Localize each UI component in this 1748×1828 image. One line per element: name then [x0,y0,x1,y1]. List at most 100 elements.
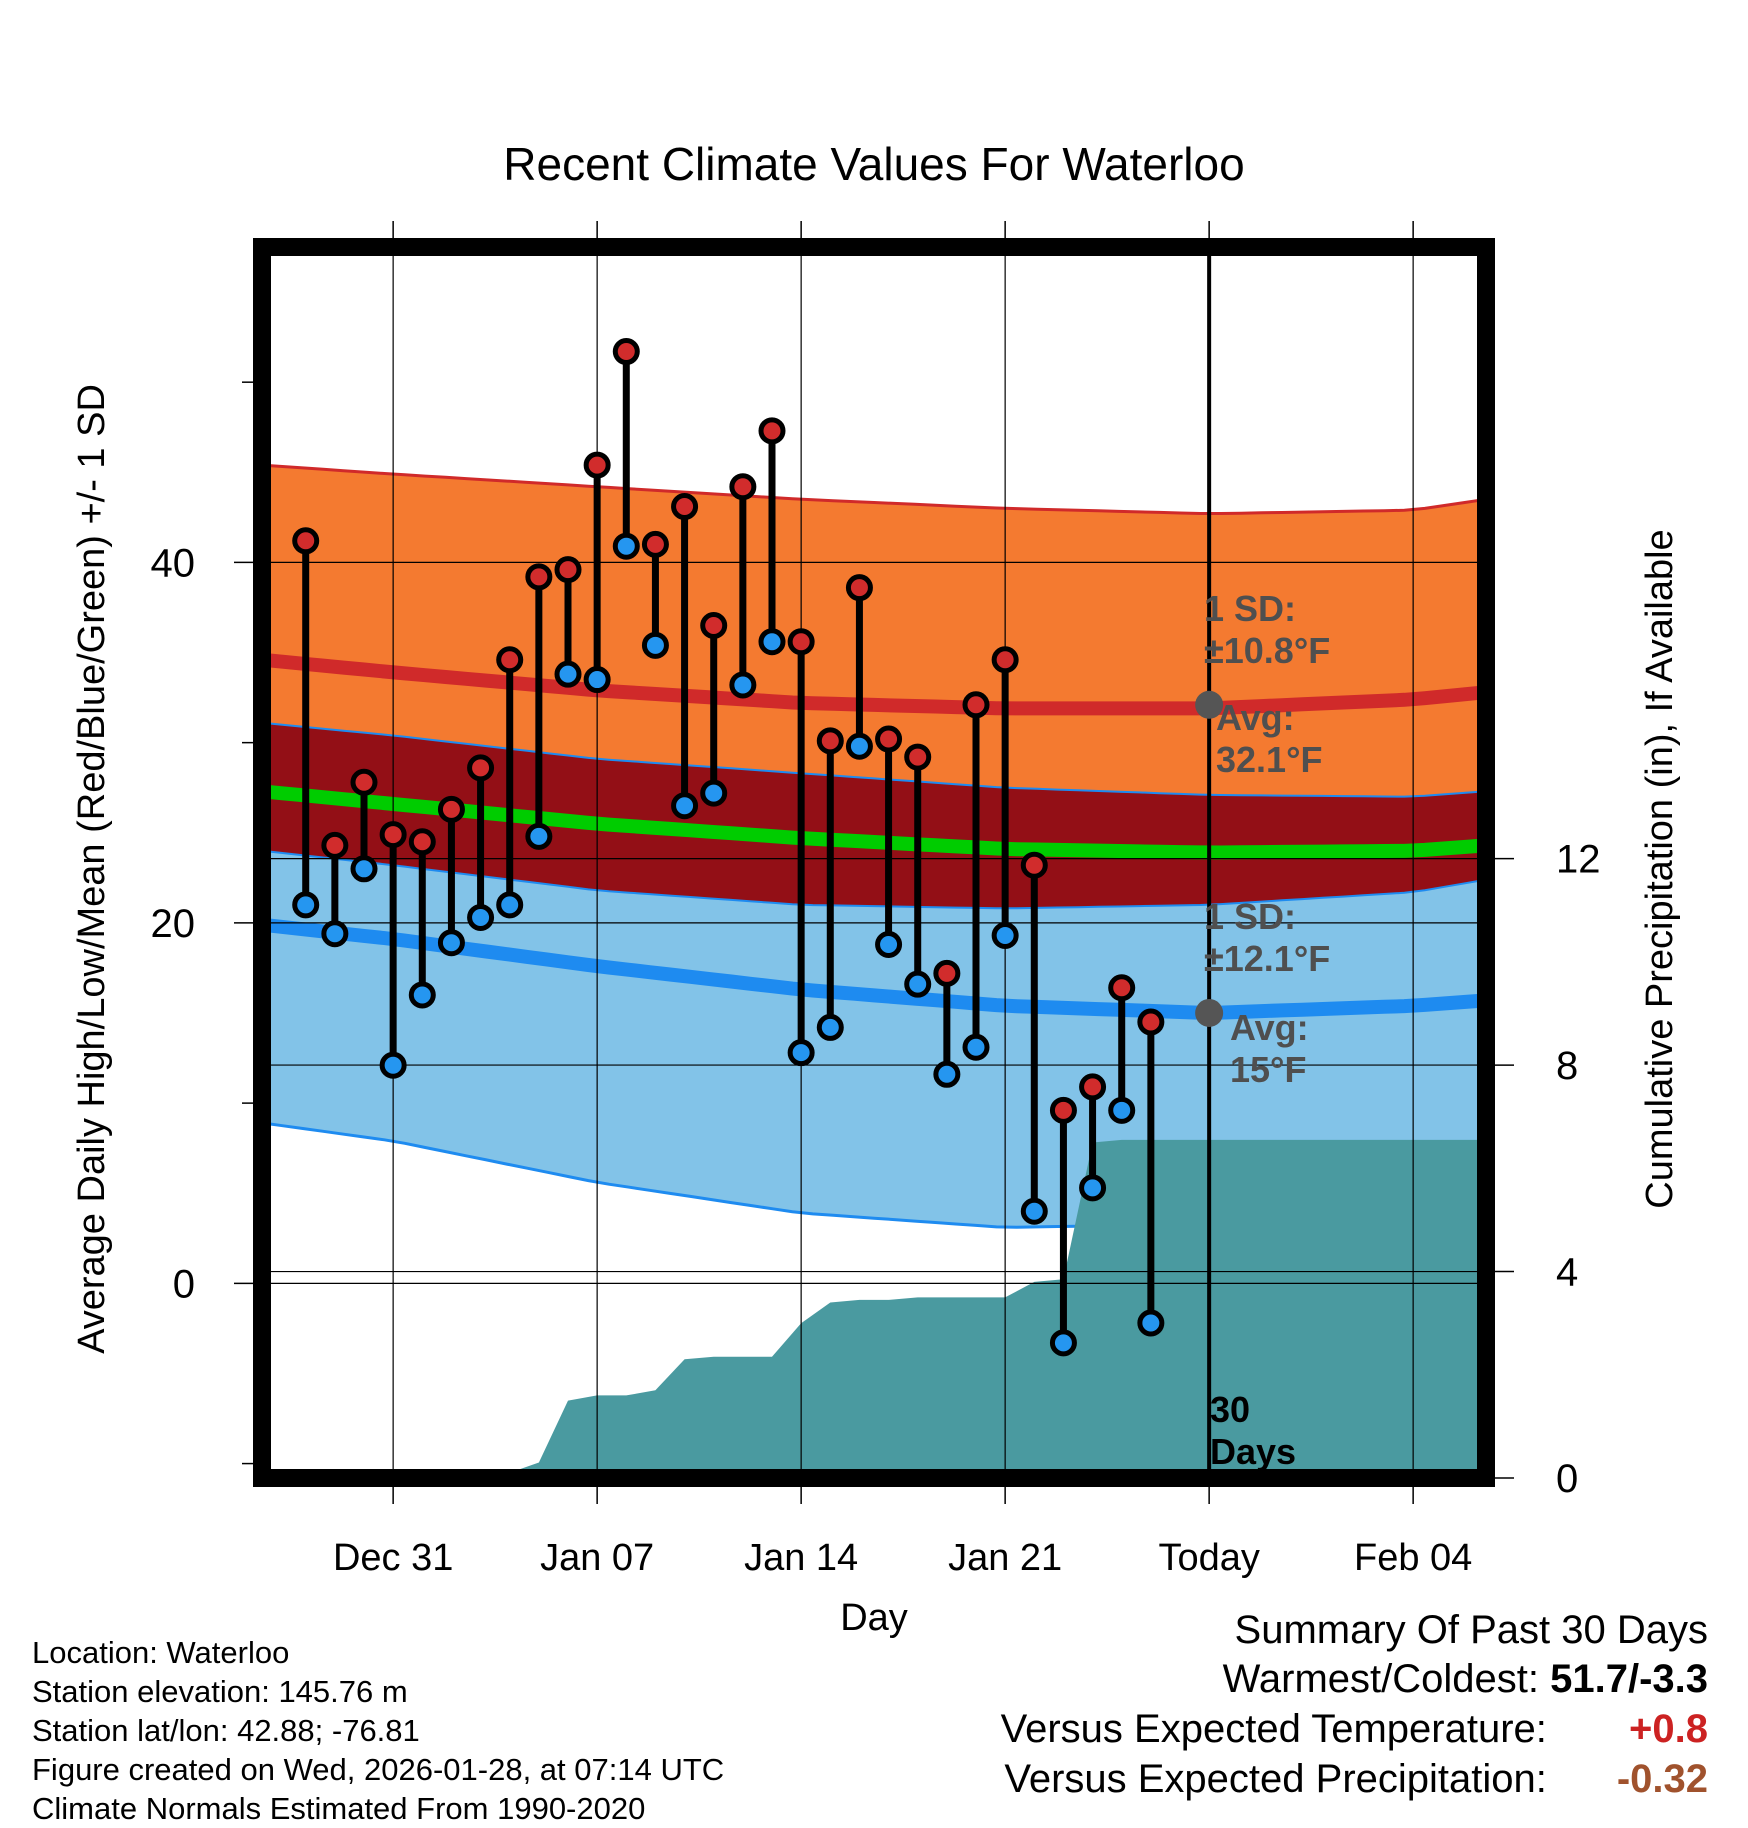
high-point [729,473,757,501]
temp-value: +0.8 [1629,1707,1708,1751]
day-marker [845,574,873,760]
x-tick-label: Jan 21 [948,1537,1062,1579]
y2-tick-label: 0 [1556,1457,1578,1501]
day-marker [641,530,669,659]
low-point [875,931,903,959]
high-point [671,493,699,521]
warmest-label: Warmest/Coldest: [1222,1657,1539,1701]
high-point [991,646,1019,674]
high-point [641,530,669,558]
low-point [1049,1329,1077,1357]
day-marker [1079,1073,1107,1202]
precip-value: -0.32 [1616,1757,1708,1801]
day-marker [467,754,495,931]
day-marker [875,725,903,959]
low-point [729,671,757,699]
day-marker [1108,974,1136,1124]
y2-tick-label: 4 [1556,1251,1578,1295]
day-marker [933,959,961,1088]
day-marker [379,821,407,1079]
low-point [350,855,378,883]
high-point [408,828,436,856]
low-point [787,1039,815,1067]
high-point [933,959,961,987]
high-lower-edge [261,721,1487,798]
location-text: Location: Waterloo [32,1635,290,1670]
latlon-text: Station lat/lon: 42.88; -76.81 [32,1713,420,1748]
normal-low-line [261,917,1487,1020]
high-point [496,646,524,674]
high-sd-value: ±10.8°F [1204,630,1330,671]
high-point [554,556,582,584]
normal-mean-line [261,784,1487,860]
high-point [758,417,786,445]
day-marker [991,646,1019,949]
high-sd-label: 1 SD: [1204,588,1296,629]
low-point [845,732,873,760]
day-marker [1020,851,1048,1225]
precip-area [262,1139,1486,1478]
low-point [700,779,728,807]
summary-title: Summary Of Past 30 Days [1234,1608,1708,1652]
day-marker [816,727,844,1041]
high-point [467,754,495,782]
day-marker [554,556,582,688]
day-marker [787,628,815,1067]
high-avg-marker [1195,690,1224,719]
high-point [875,725,903,753]
day-marker [729,473,757,699]
x-tick-label: Today [1158,1537,1259,1579]
low-point [1108,1096,1136,1124]
normal-high-line [261,652,1487,716]
high-point [904,743,932,771]
low-point [496,891,524,919]
low-sd-value: ±12.1°F [1204,938,1330,979]
low-avg-label: Avg: [1230,1007,1309,1048]
high-point [350,768,378,796]
high-avg-value: 32.1°F [1216,739,1322,780]
low-point [379,1051,407,1079]
day-marker [671,493,699,820]
low-point [467,903,495,931]
high-point [962,691,990,719]
high-point [292,527,320,555]
high-point [379,821,407,849]
low-point [612,532,640,560]
low-point [962,1033,990,1061]
low-point [671,792,699,820]
day-marker [1137,1008,1165,1337]
low-point [1137,1309,1165,1337]
y-axis-right-label: Cumulative Precipitation (in), If Availa… [1639,529,1681,1208]
high-point [816,727,844,755]
high-point [525,563,553,591]
high-point [1020,851,1048,879]
day-marker [525,563,553,850]
low-point [554,660,582,688]
x-tick-label: Feb 04 [1354,1537,1472,1579]
summary-temp-row: Versus Expected Temperature: +0.8 [1001,1704,1708,1754]
day-marker [437,795,465,957]
low-point [408,981,436,1009]
days-annotation: 30 Days [1210,1389,1296,1472]
normals-text: Climate Normals Estimated From 1990-2020 [32,1791,646,1826]
day-marker [583,451,611,694]
low-point [816,1013,844,1041]
chart-title: Recent Climate Values For Waterloo [503,138,1244,190]
high-point [1049,1096,1077,1124]
elevation-text: Station elevation: 145.76 m [32,1674,408,1709]
low-point [933,1060,961,1088]
low-point [904,970,932,998]
days-count: 30 [1210,1389,1250,1430]
warmest-value: 51.7/-3.3 [1550,1657,1708,1701]
high-point [1137,1008,1165,1036]
low-avg-marker [1195,998,1224,1027]
summary-warmest-row: Warmest/Coldest: 51.7/-3.3 [1001,1654,1708,1704]
high-point [787,628,815,656]
day-marker [904,743,932,998]
station-info: Location: Waterloo Station elevation: 14… [32,1633,724,1828]
day-marker [758,417,786,656]
overlap-band [262,722,1486,909]
y-tick-label: 20 [151,902,196,946]
day-marker [612,338,640,560]
